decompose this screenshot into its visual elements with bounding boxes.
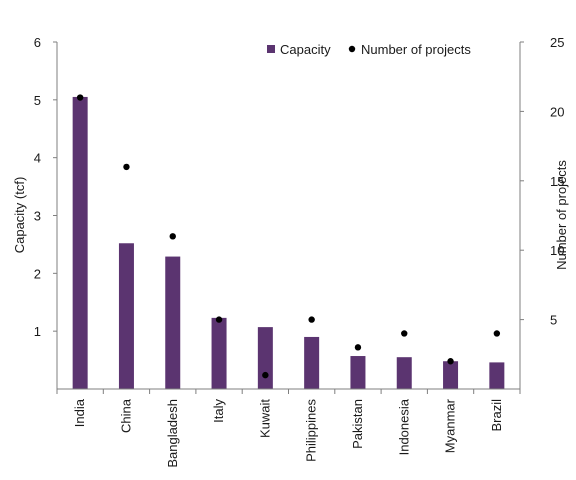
legend-label-projects: Number of projects (361, 42, 471, 57)
projects-point-italy (215, 316, 223, 323)
projects-point-myanmar (447, 358, 454, 365)
x-tick-label-india: India (72, 398, 87, 427)
capacity-bar-indonesia (396, 357, 412, 389)
capacity-bar-kuwait (257, 327, 273, 389)
x-tick-label-kuwait: Kuwait (257, 399, 272, 438)
projects-point-pakistan (354, 344, 362, 351)
capacity-bar-pakistan (350, 356, 366, 389)
right-tick-label: 20 (550, 104, 564, 119)
legend-swatch-capacity (267, 45, 275, 53)
projects-point-philippines (308, 316, 315, 323)
projects-point-kuwait (262, 371, 269, 379)
capacity-bar-myanmar (443, 361, 459, 389)
capacity-bar-bangladesh (165, 256, 181, 389)
x-tick-label-brazil: Brazil (489, 399, 504, 432)
capacity-bar-brazil (489, 362, 505, 389)
right-axis: 5 10 15 20 25 (519, 35, 564, 389)
x-axis: India China Bangladesh Italy Kuwait Philippin… (56, 388, 521, 468)
right-tick-label: 25 (550, 35, 564, 50)
left-tick-label: 2 (34, 266, 41, 281)
left-tick-label: 3 (34, 209, 41, 224)
y-axis-title-right: Number of projects (554, 160, 569, 270)
left-axis: 1 2 3 4 5 6 (34, 35, 58, 389)
left-tick-label: 1 (34, 324, 41, 339)
legend-label-capacity: Capacity (280, 42, 331, 57)
left-tick-label: 4 (34, 151, 41, 166)
capacity-bar-india (72, 96, 88, 390)
right-tick-label: 15 (550, 174, 564, 189)
projects-point-brazil (493, 330, 501, 337)
y-axis-title-left: Capacity (tcf) (12, 177, 27, 254)
left-tick-label: 6 (34, 35, 41, 50)
capacity-bar-philippines (304, 336, 320, 389)
project-points (76, 94, 501, 379)
capacity-bar-china (118, 243, 134, 389)
left-tick-label: 5 (34, 93, 41, 108)
right-tick-label: 10 (550, 243, 564, 258)
legend: Capacity Number of projects (267, 42, 471, 57)
right-tick-label: 5 (550, 313, 557, 328)
x-tick-label-indonesia: Indonesia (396, 398, 411, 455)
x-tick-label-pakistan: Pakistan (350, 399, 365, 449)
x-tick-label-china: China (118, 398, 133, 433)
x-tick-label-myanmar: Myanmar (443, 398, 458, 453)
projects-point-india (76, 94, 84, 101)
projects-point-indonesia (401, 330, 408, 337)
projects-point-bangladesh (169, 233, 176, 240)
capacity-bar-italy (211, 317, 227, 389)
x-tick-label-bangladesh: Bangladesh (165, 399, 180, 468)
x-tick-label-philippines: Philippines (304, 399, 319, 462)
legend-marker-projects (348, 45, 356, 53)
projects-point-china (123, 163, 130, 171)
capacity-bars (72, 96, 505, 390)
x-tick-label-italy: Italy (211, 399, 226, 423)
